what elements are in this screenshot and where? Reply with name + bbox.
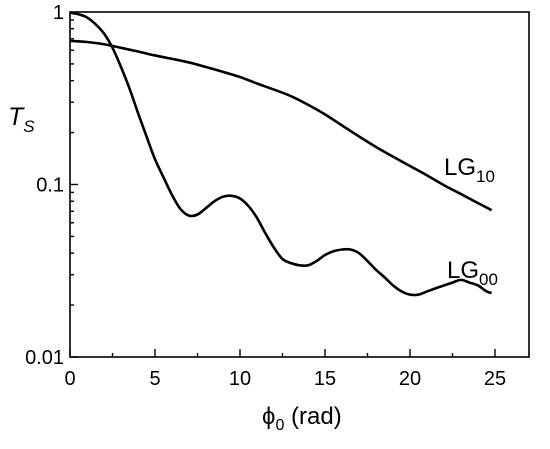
- y-tick-label: 0.01: [25, 347, 64, 369]
- x-tick-label: 5: [149, 368, 160, 390]
- y-axis-title: TS: [8, 103, 35, 136]
- x-tick-label: 15: [314, 368, 336, 390]
- y-tick-label: 1: [53, 2, 64, 24]
- series-line-lg10: [69, 39, 493, 212]
- x-axis-title: ϕ0 (rad): [262, 403, 342, 434]
- plot-area: [69, 11, 530, 358]
- x-tick-label: 20: [399, 368, 421, 390]
- x-tick-label: 0: [64, 368, 75, 390]
- series-layer: [69, 11, 493, 297]
- x-tick-label: 25: [484, 368, 506, 390]
- x-axis-ticks: 0 5 10 15 20 25: [64, 349, 506, 390]
- x-tick-label: 10: [229, 368, 251, 390]
- y-tick-label: 0.1: [36, 175, 64, 197]
- series-line-lg00: [69, 11, 492, 297]
- y-axis-ticks: 0.01 0.1 1: [25, 2, 78, 369]
- series-label-lg10: LG10: [444, 154, 495, 186]
- series-label-lg00: LG00: [447, 257, 498, 289]
